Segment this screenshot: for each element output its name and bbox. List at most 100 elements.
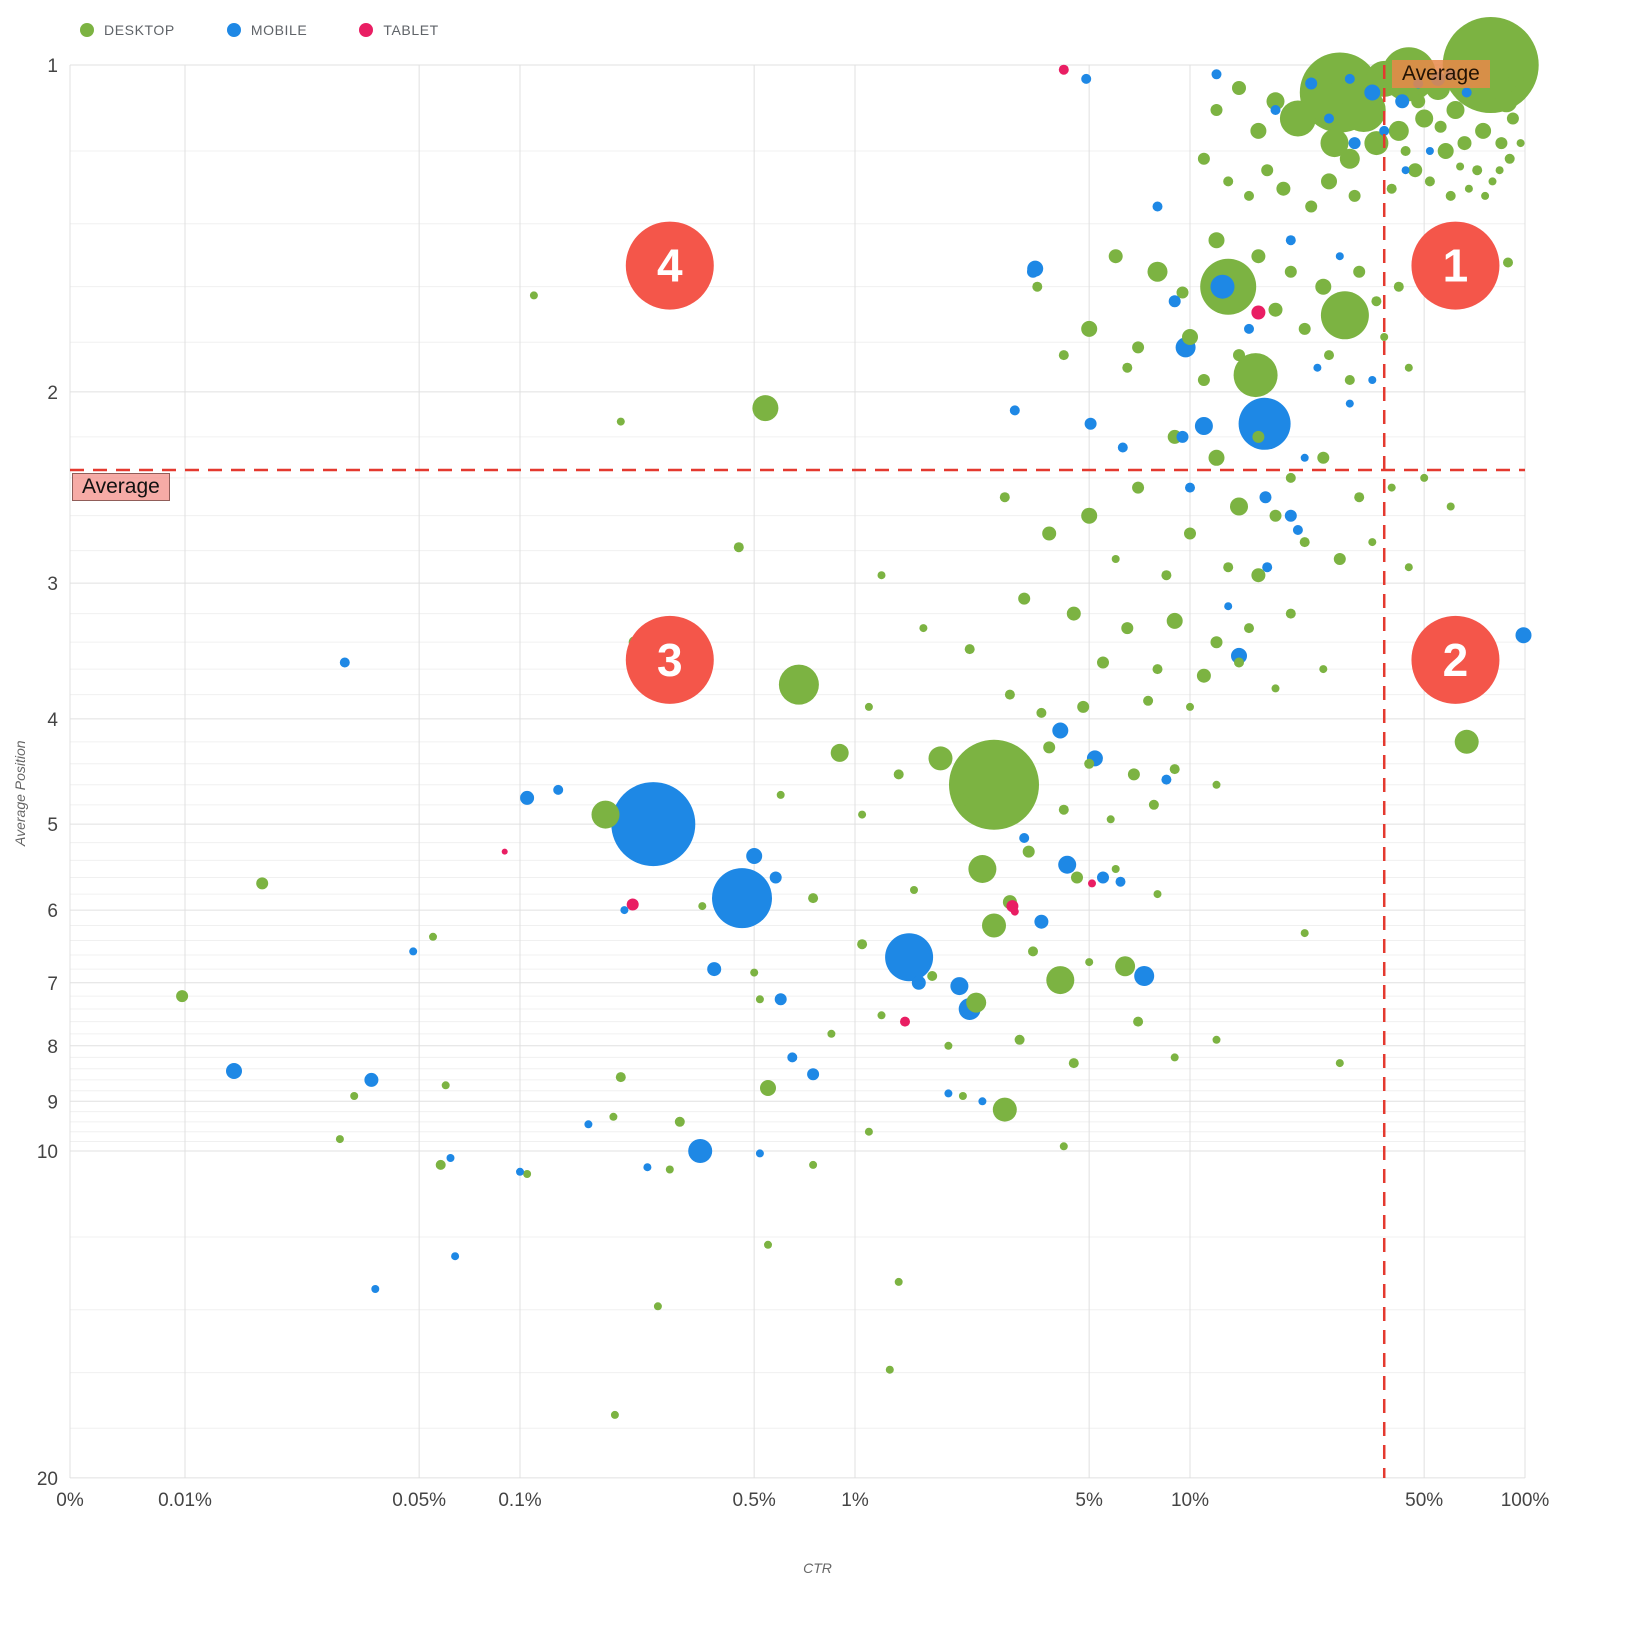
bubble-desktop[interactable] <box>1153 890 1162 899</box>
bubble-mobile[interactable] <box>1034 914 1049 929</box>
bubble-mobile[interactable] <box>371 1285 380 1293</box>
bubble-mobile[interactable] <box>807 1068 820 1081</box>
bubble-desktop[interactable] <box>1464 184 1473 193</box>
bubble-desktop[interactable] <box>1059 1142 1068 1151</box>
bubble-desktop[interactable] <box>1196 668 1211 683</box>
bubble-tablet[interactable] <box>1058 64 1069 75</box>
bubble-desktop[interactable] <box>1233 349 1245 362</box>
bubble-desktop[interactable] <box>1472 165 1483 176</box>
bubble-desktop[interactable] <box>1014 1034 1025 1045</box>
bubble-desktop[interactable] <box>1354 492 1365 503</box>
bubble-desktop[interactable] <box>1166 612 1183 629</box>
bubble-desktop[interactable] <box>1085 958 1094 967</box>
bubble-desktop[interactable] <box>1122 362 1133 373</box>
bubble-desktop[interactable] <box>1495 137 1508 150</box>
bubble-desktop[interactable] <box>1344 375 1355 385</box>
bubble-mobile[interactable] <box>1270 105 1281 115</box>
bubble-desktop[interactable] <box>1388 120 1409 141</box>
bubble-desktop[interactable] <box>755 995 764 1004</box>
bubble-desktop[interactable] <box>1058 350 1069 361</box>
bubble-desktop[interactable] <box>858 810 867 819</box>
bubble-mobile[interactable] <box>1515 627 1532 644</box>
bubble-desktop[interactable] <box>893 769 904 780</box>
bubble-desktop[interactable] <box>1208 232 1225 249</box>
bubble-mobile[interactable] <box>226 1063 242 1079</box>
bubble-desktop[interactable] <box>999 492 1010 503</box>
bubble-desktop[interactable] <box>1317 451 1330 464</box>
bubble-desktop[interactable] <box>615 1072 626 1083</box>
bubble-desktop[interactable] <box>1066 606 1081 621</box>
bubble-desktop[interactable] <box>1271 684 1280 693</box>
bubble-desktop[interactable] <box>919 624 928 633</box>
bubble-desktop[interactable] <box>1319 665 1328 674</box>
bubble-mobile[interactable] <box>774 993 787 1006</box>
bubble-mobile[interactable] <box>1161 774 1172 785</box>
bubble-desktop[interactable] <box>1152 664 1163 675</box>
bubble-mobile[interactable] <box>1084 417 1097 430</box>
bubble-desktop[interactable] <box>1127 768 1140 781</box>
bubble-desktop[interactable] <box>949 739 1039 830</box>
bubble-tablet[interactable] <box>626 898 639 911</box>
bubble-desktop[interactable] <box>1454 729 1479 754</box>
bubble-desktop[interactable] <box>529 291 538 300</box>
bubble-mobile[interactable] <box>620 906 629 915</box>
bubble-mobile[interactable] <box>1292 525 1303 535</box>
bubble-mobile[interactable] <box>611 782 696 867</box>
bubble-desktop[interactable] <box>1208 449 1225 466</box>
bubble-desktop[interactable] <box>1252 430 1265 443</box>
bubble-desktop[interactable] <box>827 1029 836 1038</box>
bubble-mobile[interactable] <box>707 962 722 977</box>
bubble-desktop[interactable] <box>1032 281 1043 292</box>
bubble-mobile[interactable] <box>1058 855 1077 874</box>
bubble-mobile[interactable] <box>1176 430 1189 443</box>
bubble-desktop[interactable] <box>1186 702 1194 711</box>
bubble-desktop[interactable] <box>1437 143 1454 159</box>
bubble-mobile[interactable] <box>1285 235 1296 246</box>
bubble-desktop[interactable] <box>1424 176 1435 187</box>
bubble-mobile[interactable] <box>950 977 969 996</box>
bubble-desktop[interactable] <box>1004 689 1015 700</box>
bubble-mobile[interactable] <box>1117 442 1128 453</box>
bubble-desktop[interactable] <box>1364 131 1389 156</box>
bubble-desktop[interactable] <box>1475 122 1492 139</box>
bubble-desktop[interactable] <box>1036 707 1047 718</box>
bubble-desktop[interactable] <box>964 644 975 655</box>
bubble-tablet[interactable] <box>1088 879 1096 888</box>
bubble-desktop[interactable] <box>1212 780 1221 789</box>
bubble-desktop[interactable] <box>1321 173 1337 190</box>
bubble-desktop[interactable] <box>698 902 707 911</box>
bubble-desktop[interactable] <box>609 1112 618 1121</box>
bubble-mobile[interactable] <box>1211 69 1222 80</box>
bubble-mobile[interactable] <box>1081 73 1092 84</box>
bubble-desktop[interactable] <box>1335 1059 1344 1068</box>
bubble-desktop[interactable] <box>1456 162 1465 171</box>
bubble-desktop[interactable] <box>523 1170 532 1178</box>
bubble-mobile[interactable] <box>1461 87 1472 98</box>
bubble-mobile[interactable] <box>1134 966 1155 986</box>
bubble-desktop[interactable] <box>982 913 1006 938</box>
bubble-desktop[interactable] <box>1457 136 1472 151</box>
bubble-mobile[interactable] <box>1238 397 1291 450</box>
bubble-desktop[interactable] <box>1097 656 1109 669</box>
bubble-desktop[interactable] <box>1353 265 1366 278</box>
bubble-desktop[interactable] <box>1230 497 1248 516</box>
bubble-desktop[interactable] <box>1161 570 1172 581</box>
bubble-desktop[interactable] <box>1315 278 1332 295</box>
bubble-desktop[interactable] <box>1244 190 1254 201</box>
bubble-desktop[interactable] <box>1320 291 1369 340</box>
bubble-desktop[interactable] <box>429 932 437 941</box>
bubble-desktop[interactable] <box>435 1159 446 1170</box>
bubble-desktop[interactable] <box>857 939 868 950</box>
bubble-desktop[interactable] <box>665 1165 674 1174</box>
bubble-desktop[interactable] <box>1058 804 1069 815</box>
bubble-desktop[interactable] <box>1143 695 1154 706</box>
bubble-desktop[interactable] <box>1261 164 1274 177</box>
bubble-mobile[interactable] <box>1185 482 1195 493</box>
bubble-desktop[interactable] <box>956 793 969 806</box>
bubble-desktop[interactable] <box>1176 286 1189 299</box>
bubble-desktop[interactable] <box>966 992 987 1013</box>
bubble-mobile[interactable] <box>1344 73 1355 84</box>
bubble-desktop[interactable] <box>1284 265 1297 278</box>
bubble-desktop[interactable] <box>1266 92 1285 111</box>
bubble-desktop[interactable] <box>1516 139 1525 148</box>
